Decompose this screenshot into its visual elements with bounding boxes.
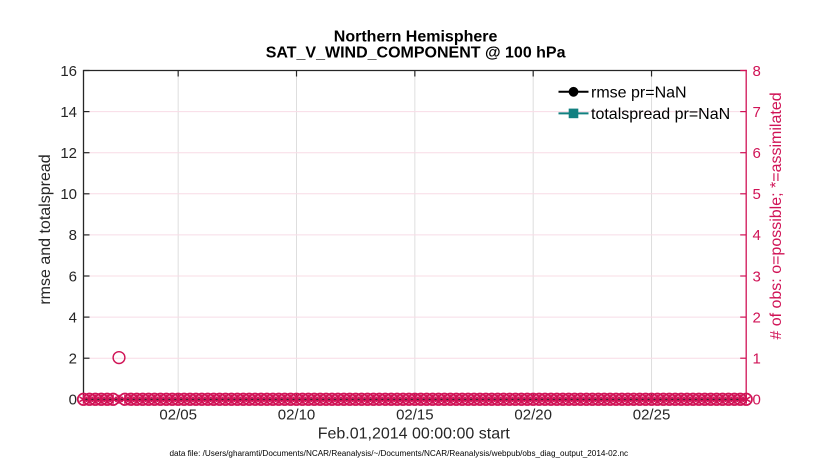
svg-text:rmse and totalspread: rmse and totalspread [37,154,54,304]
svg-text:7: 7 [753,104,761,121]
svg-text:16: 16 [60,63,77,80]
svg-text:totalspread pr=NaN: totalspread pr=NaN [591,106,730,123]
svg-text:4: 4 [69,309,77,326]
svg-text:SAT_V_WIND_COMPONENT @ 100 hPa: SAT_V_WIND_COMPONENT @ 100 hPa [266,44,566,61]
svg-text:02/25: 02/25 [633,407,671,424]
svg-text:data file: /Users/gharamti/Doc: data file: /Users/gharamti/Documents/NCA… [170,449,629,458]
svg-text:3: 3 [753,268,761,285]
svg-text:Feb.01,2014 00:00:00 start: Feb.01,2014 00:00:00 start [318,426,511,443]
svg-text:6: 6 [69,268,77,285]
svg-text:2: 2 [69,351,77,368]
svg-text:rmse pr=NaN: rmse pr=NaN [591,85,687,102]
svg-text:02/20: 02/20 [514,407,552,424]
svg-text:4: 4 [753,227,761,244]
svg-text:10: 10 [60,186,77,203]
svg-text:14: 14 [60,104,77,121]
svg-text:Northern Hemisphere: Northern Hemisphere [334,29,498,46]
svg-text:5: 5 [753,186,761,203]
svg-text:0: 0 [69,392,77,409]
svg-text:1: 1 [753,351,761,368]
svg-text:02/05: 02/05 [159,407,197,424]
svg-text:0: 0 [753,392,761,409]
svg-text:02/15: 02/15 [396,407,434,424]
svg-text:8: 8 [753,63,761,80]
svg-text:12: 12 [60,145,77,162]
svg-text:# of obs: o=possible; *=assimi: # of obs: o=possible; *=assimilated [768,92,785,339]
svg-text:6: 6 [753,145,761,162]
svg-text:8: 8 [69,227,77,244]
svg-text:2: 2 [753,309,761,326]
svg-text:02/10: 02/10 [278,407,316,424]
